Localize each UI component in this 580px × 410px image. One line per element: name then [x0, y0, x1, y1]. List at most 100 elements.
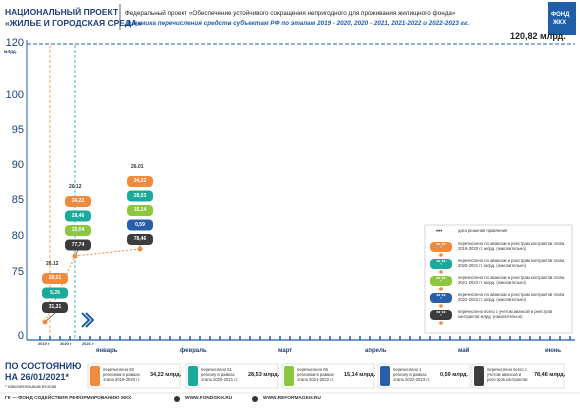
date-dot: [137, 246, 143, 252]
summary-value: 15,14 млрд.: [344, 372, 376, 378]
legend-sample: **,**: [436, 260, 446, 266]
y-tick-label: 95: [11, 124, 24, 136]
chevron: [81, 312, 95, 328]
total-label: 31,31: [48, 304, 62, 310]
summary-value: 78,46 млрд.: [534, 372, 566, 378]
y-tick-label: 120: [5, 37, 24, 49]
project-title: НАЦИОНАЛЬНЫЙ ПРОЕКТ: [5, 7, 119, 17]
legend-pill: [430, 259, 452, 269]
summary-strip: [188, 366, 198, 386]
legend-dot: [439, 270, 443, 274]
summary-strip: [474, 366, 484, 386]
summary-value: 34,22 млрд.: [150, 372, 182, 378]
status-title: ПО СОСТОЯНИЮ: [5, 361, 82, 371]
y-tick-label: 0: [17, 330, 24, 342]
summary-box: [471, 363, 565, 389]
summary-strip: [380, 366, 390, 386]
legend-pill: [430, 242, 452, 252]
month-label: май: [458, 348, 470, 354]
value-label: 15,04: [71, 227, 85, 233]
value-pill: [127, 205, 153, 216]
summary-value: 0,59 млрд.: [440, 372, 469, 378]
legend-sample: **,**: [436, 311, 446, 317]
y-tick-label: 90: [11, 159, 24, 171]
value-label: 34,22: [71, 198, 85, 204]
value-pill: [127, 190, 153, 202]
legend-text: перечислено по авансам и реестрам контра…: [458, 292, 565, 302]
legend-dot: [439, 253, 443, 257]
summary-text: перечислено всего с учетом авансов и рее…: [487, 367, 528, 382]
month-label: март: [278, 348, 293, 354]
legend-text: перечислено по авансам и реестрам контра…: [458, 258, 565, 268]
status-title: НА 26/01/2021*: [5, 372, 70, 382]
total-pill: [127, 234, 153, 245]
summary-box: [281, 363, 375, 389]
legend-sample: **,**: [436, 277, 446, 283]
legend-sample: **,**: [436, 243, 446, 249]
summary-text: перечислено 1 региону в рамках этапа 202…: [393, 367, 430, 382]
summary-strip: [90, 366, 100, 386]
value-label: 28,01: [48, 275, 62, 281]
summary-box: [185, 363, 279, 389]
logo-text: ЖКХ: [553, 20, 567, 26]
legend-pill: [430, 310, 452, 320]
legend-dot: [439, 304, 443, 308]
legend-dot: [439, 287, 443, 291]
summary-text: перечислено 82 регионам в рамках этапа 2…: [103, 367, 140, 382]
date-dot: [72, 253, 78, 259]
axis-unit: млрд.: [4, 49, 17, 54]
total-pill: [42, 302, 68, 313]
total-label: 78,46: [133, 236, 147, 242]
legend-text: перечислено по авансам и реестрам контра…: [458, 241, 565, 251]
year-label: 2021 г: [82, 341, 94, 346]
federal-project: Федеральный проект «Обеспечение устойчив…: [125, 10, 456, 17]
value-pill: [65, 196, 91, 207]
value-label: 15,14: [133, 207, 147, 213]
value-label: 0,59: [135, 221, 145, 228]
status-note: * накопительным итогом: [5, 384, 57, 389]
total-label: 77,74: [71, 241, 85, 248]
footer-site: WWW.REFORMAGKH.RU: [263, 396, 321, 401]
legend-pill: [430, 276, 452, 286]
summary-strip: [284, 366, 294, 386]
summary-text: перечислено 65 регионам в рамках этапа 2…: [297, 367, 334, 382]
summary-text: перечислено 51 региону в рамках этапа 20…: [201, 367, 238, 382]
site-icon: [252, 396, 258, 402]
subtitle: Динамика перечисления средств субъектам …: [125, 20, 470, 27]
month-label: январь: [96, 348, 118, 354]
stack-date: 26.12: [46, 261, 59, 267]
project-title: «ЖИЛЬЕ И ГОРОДСКАЯ СРЕДА»: [5, 18, 142, 28]
legend-sample: **,**: [436, 294, 446, 300]
y-tick-label: 75: [11, 266, 24, 278]
value-pill: [65, 210, 91, 222]
value-pill: [42, 287, 68, 299]
month-label: июнь: [545, 348, 562, 354]
value-pill: [127, 219, 153, 231]
value-label: 28,46: [71, 212, 85, 219]
year-label: 2020 г: [60, 341, 72, 346]
value-pill: [127, 176, 153, 187]
date-dot: [42, 319, 48, 325]
value-label: 28,53: [133, 192, 147, 199]
legend-sample: •••: [436, 229, 443, 235]
summary-value: 28,53 млрд.: [248, 372, 280, 378]
total: 120,82 млрд.: [510, 31, 566, 41]
stack-date: 26.01: [131, 164, 144, 170]
site-icon: [174, 396, 180, 402]
legend-text: перечислено по авансам и реестрам контра…: [458, 275, 565, 285]
value-label: 34,22: [133, 178, 147, 184]
value-pill: [42, 273, 68, 284]
logo-text: ФОНД: [551, 12, 570, 18]
legend-pill: [430, 293, 452, 303]
summary-box: [87, 363, 181, 389]
year-label: 2019 г: [38, 341, 50, 346]
legend-text: дата решения правления: [458, 228, 508, 233]
stack-date: 20.12: [69, 184, 82, 190]
y-tick-label: 80: [11, 230, 24, 242]
legend-text: перечислено всего с учетом авансов и рее…: [458, 309, 553, 319]
summary-box: [377, 363, 471, 389]
value-pill: [65, 225, 91, 236]
total-pill: [65, 239, 91, 251]
legend-dot: [439, 321, 443, 325]
